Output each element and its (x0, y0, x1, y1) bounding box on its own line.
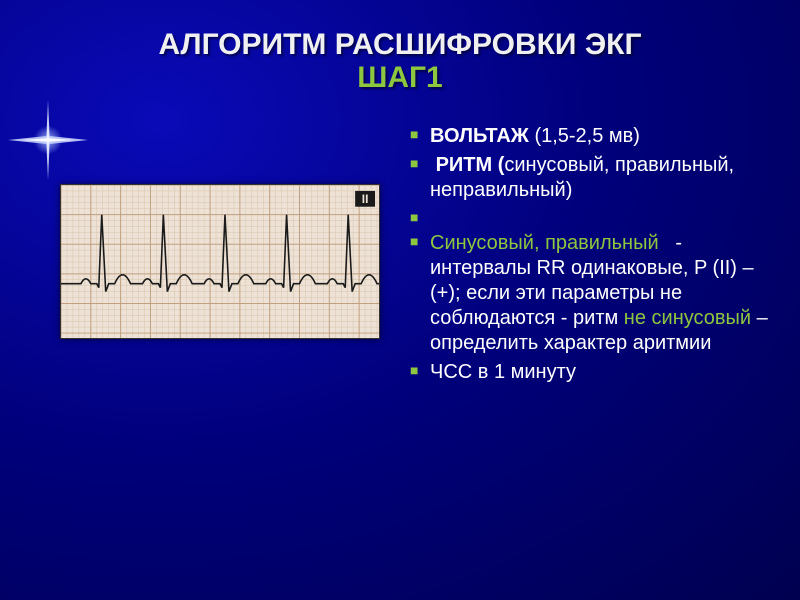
not-sinus: не синусовый (624, 307, 751, 329)
rhythm-label: РИТМ ( (436, 154, 505, 176)
bullet-list: ВОЛЬТАЖ (1,5-2,5 мв) РИТМ (синусовый, пр… (380, 124, 780, 389)
hr-text: ЧСС в 1 минуту (430, 361, 576, 383)
voltage-label: ВОЛЬТАЖ (430, 125, 529, 147)
bullet-rhythm: РИТМ (синусовый, правильный, неправильны… (410, 153, 780, 203)
voltage-value: (1,5-2,5 мв) (534, 125, 640, 147)
bullet-hr: ЧСС в 1 минуту (410, 360, 780, 385)
sinus-correct: Синусовый, правильный (430, 232, 659, 254)
bullet-voltage: ВОЛЬТАЖ (1,5-2,5 мв) (410, 124, 780, 149)
bullet-sinus: Синусовый, правильный - интервалы RR оди… (410, 231, 780, 356)
ecg-figure: II (60, 184, 380, 389)
title-line-2: ШАГ1 (0, 61, 800, 94)
title-line-1: АЛГОРИТМ РАСШИФРОВКИ ЭКГ (0, 28, 800, 61)
ecg-trace: II (60, 184, 380, 339)
slide-title: АЛГОРИТМ РАСШИФРОВКИ ЭКГ ШАГ1 (0, 0, 800, 94)
bullet-spacer (410, 207, 780, 227)
lead-label: II (362, 192, 369, 206)
